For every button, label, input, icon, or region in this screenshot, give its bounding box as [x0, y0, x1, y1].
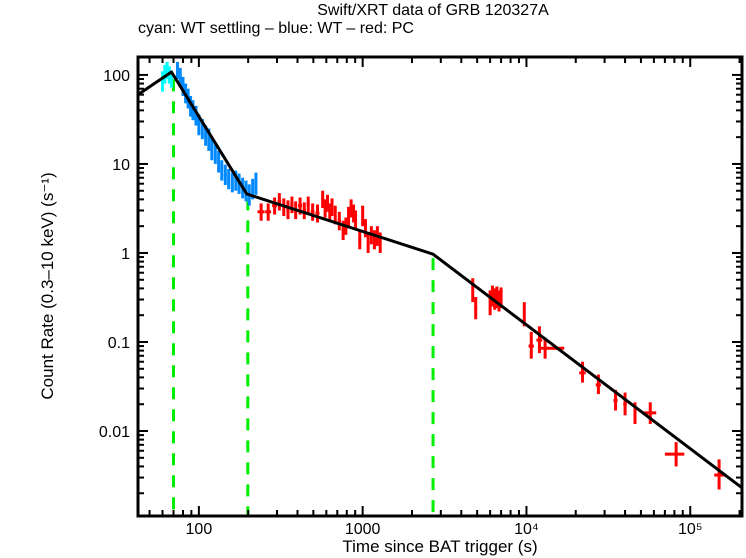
- model-line: [137, 70, 743, 490]
- data-point: [349, 199, 353, 218]
- data-point: [310, 203, 315, 221]
- plot-frame: [136, 55, 744, 518]
- data-point: [315, 204, 320, 223]
- data-points: [161, 61, 726, 490]
- break-lines: [171, 79, 435, 516]
- data-point: [495, 286, 499, 309]
- data-point: [330, 198, 334, 217]
- x-tick-label: 10⁵: [678, 521, 702, 538]
- data-point: [286, 200, 290, 220]
- data-point: [178, 67, 182, 87]
- data-point: [328, 203, 332, 221]
- data-point: [643, 402, 657, 424]
- data-point: [213, 143, 217, 164]
- y-tick-label: 10: [112, 157, 130, 174]
- data-point: [325, 194, 329, 212]
- data-point: [488, 290, 492, 316]
- data-point: [210, 137, 214, 161]
- data-point: [175, 61, 179, 80]
- data-point: [474, 297, 478, 320]
- data-point: [217, 150, 221, 173]
- chart-title: Swift/XRT data of GRB 120327A: [317, 2, 549, 19]
- chart-subtitle: cyan: WT settling – blue: WT – red: PC: [138, 20, 414, 37]
- data-point: [347, 206, 351, 227]
- y-tick-label: 100: [103, 68, 130, 85]
- data-point: [490, 285, 494, 307]
- data-point: [257, 203, 265, 221]
- data-point: [363, 219, 367, 238]
- data-point: [223, 164, 227, 186]
- data-point: [323, 199, 327, 218]
- data-point: [664, 442, 685, 467]
- y-tick-label: 0.01: [99, 424, 130, 441]
- y-tick-label: 0.1: [108, 335, 130, 352]
- data-point: [265, 203, 272, 221]
- data-point: [539, 338, 565, 359]
- data-point: [161, 71, 165, 92]
- model-fit: [137, 70, 743, 490]
- data-point: [471, 278, 475, 303]
- x-tick-label: 1000: [345, 521, 381, 538]
- data-point: [497, 290, 501, 312]
- data-point: [302, 202, 306, 220]
- series-wt: [175, 61, 258, 206]
- data-point: [358, 230, 362, 250]
- data-point: [230, 172, 234, 193]
- data-point: [337, 211, 341, 231]
- x-tick-label: 10⁴: [514, 521, 539, 538]
- y-tick-label: 1: [121, 246, 130, 263]
- data-point: [372, 230, 376, 250]
- data-point: [623, 392, 627, 416]
- data-point: [361, 205, 365, 227]
- data-point: [272, 197, 278, 215]
- axes: [136, 55, 744, 518]
- data-point: [290, 196, 294, 214]
- data-point: [528, 331, 534, 359]
- x-axis-label: Time since BAT trigger (s): [342, 537, 538, 556]
- data-point: [277, 193, 282, 211]
- data-point: [366, 232, 370, 253]
- data-point: [254, 172, 258, 195]
- data-point: [306, 196, 310, 214]
- data-point: [579, 361, 586, 383]
- x-tick-label: 100: [186, 521, 213, 538]
- data-point: [227, 168, 231, 190]
- tick-labels: 100 1000 10⁴ 10⁵ 100 10 1 0.1 0.01: [99, 68, 703, 538]
- data-point: [354, 210, 358, 229]
- series-pc: [257, 190, 726, 490]
- data-point: [220, 160, 224, 181]
